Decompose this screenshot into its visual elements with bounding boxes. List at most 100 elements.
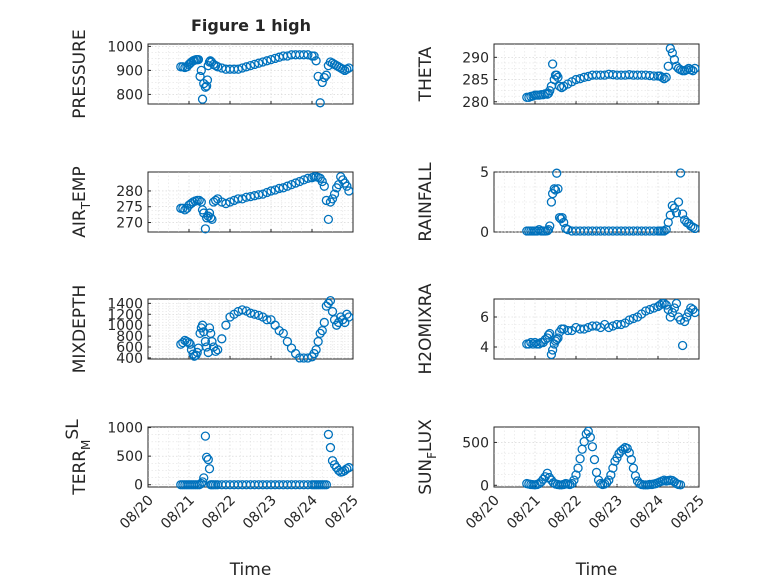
data-point	[278, 183, 288, 193]
data-point	[690, 307, 700, 318]
panel-bottom-left: 08/20 08/21 08/22 08/23 08/24 08/25 0 500 1000 TE…	[63, 419, 362, 580]
data-point	[602, 478, 612, 488]
data-point	[210, 346, 221, 357]
panel-top-left: 800 900 1000 PRESSURE	[70, 29, 354, 119]
y-tick-label: 0	[134, 478, 143, 494]
data-point	[309, 51, 319, 61]
y-tick-label: 600	[116, 340, 143, 356]
y-tick-label: 1000	[107, 421, 143, 437]
data-point	[213, 62, 223, 72]
data-point	[201, 213, 212, 223]
y-axis-label: H2OMIXRA	[416, 283, 436, 374]
x-tick-label: 08/22	[545, 493, 585, 533]
data-point	[221, 198, 231, 209]
y-tick-label: 1000	[107, 318, 143, 334]
y-tick-label: 4	[480, 340, 489, 356]
data-point	[319, 317, 329, 328]
data-point	[344, 312, 354, 322]
data-point	[262, 56, 272, 66]
data-point	[258, 189, 268, 199]
data-point	[195, 71, 205, 82]
data-point	[206, 213, 216, 223]
data-point	[200, 336, 211, 347]
data-point	[286, 179, 297, 190]
y-tick-label: 0	[480, 478, 489, 494]
data-point	[311, 56, 321, 66]
data-point	[192, 347, 202, 358]
data-point	[554, 81, 565, 91]
data-point	[204, 323, 215, 333]
data-point	[680, 316, 690, 327]
y-tick-label: 285	[462, 73, 489, 89]
data-point	[561, 223, 571, 234]
y-tick-label: 500	[116, 449, 143, 465]
data-point	[657, 72, 667, 82]
data-point	[641, 306, 651, 316]
x-tick-label: 08/22	[199, 493, 239, 533]
data-point	[270, 53, 280, 64]
data-point	[569, 475, 579, 485]
data-point	[583, 426, 593, 436]
data-point	[547, 59, 558, 69]
panel-bottom-right: 08/20 08/21 08/22 08/23 08/24 08/25 0 500 SUNFLU…	[416, 419, 708, 580]
data-point	[327, 306, 338, 317]
data-point	[270, 185, 280, 195]
data-point	[671, 208, 682, 218]
data-point	[675, 168, 686, 178]
x-axis-label: Time	[229, 560, 272, 580]
data-point	[604, 475, 614, 485]
x-tick-label: 08/25	[322, 493, 362, 533]
data-point	[552, 168, 562, 178]
data-point	[543, 330, 554, 340]
data-point	[342, 309, 352, 319]
data-point	[266, 186, 276, 196]
x-tick-label: 08/25	[668, 493, 708, 533]
data-point	[185, 339, 195, 349]
data-point	[196, 478, 206, 489]
data-point	[290, 178, 301, 188]
y-axis-label: SUNFLUX	[416, 419, 439, 495]
data-point	[606, 470, 616, 480]
data-point	[587, 442, 598, 452]
data-point	[682, 312, 692, 322]
data-point	[608, 463, 618, 473]
data-point	[237, 305, 247, 315]
data-point	[321, 480, 332, 490]
data-point	[688, 66, 698, 76]
data-point	[315, 98, 325, 108]
data-point	[542, 468, 552, 478]
data-point	[204, 208, 215, 218]
data-point	[671, 298, 682, 309]
y-tick-label: 500	[462, 435, 489, 451]
data-point	[204, 464, 215, 474]
y-tick-label: 280	[462, 95, 489, 111]
data-point	[690, 223, 700, 234]
data-point	[575, 454, 585, 464]
y-tick-label: 270	[116, 216, 143, 232]
data-point	[194, 195, 204, 206]
data-point	[659, 226, 669, 236]
y-tick-label: 6	[480, 310, 489, 326]
data-point	[325, 295, 336, 306]
data-point	[315, 328, 325, 339]
data-point	[338, 64, 348, 74]
data-point	[548, 478, 559, 488]
data-point	[207, 336, 217, 347]
data-point	[199, 473, 209, 483]
data-point	[534, 339, 544, 349]
data-point	[550, 336, 561, 346]
data-point	[200, 431, 211, 441]
data-point	[542, 226, 552, 236]
data-point	[203, 454, 213, 465]
data-point	[579, 324, 589, 334]
data-point	[213, 345, 223, 355]
data-point	[624, 448, 634, 458]
data-point	[630, 471, 641, 481]
data-point	[262, 187, 272, 198]
data-point	[624, 315, 634, 325]
data-point	[317, 77, 327, 88]
data-point	[245, 60, 256, 71]
data-point	[241, 62, 252, 72]
data-point	[201, 452, 212, 462]
